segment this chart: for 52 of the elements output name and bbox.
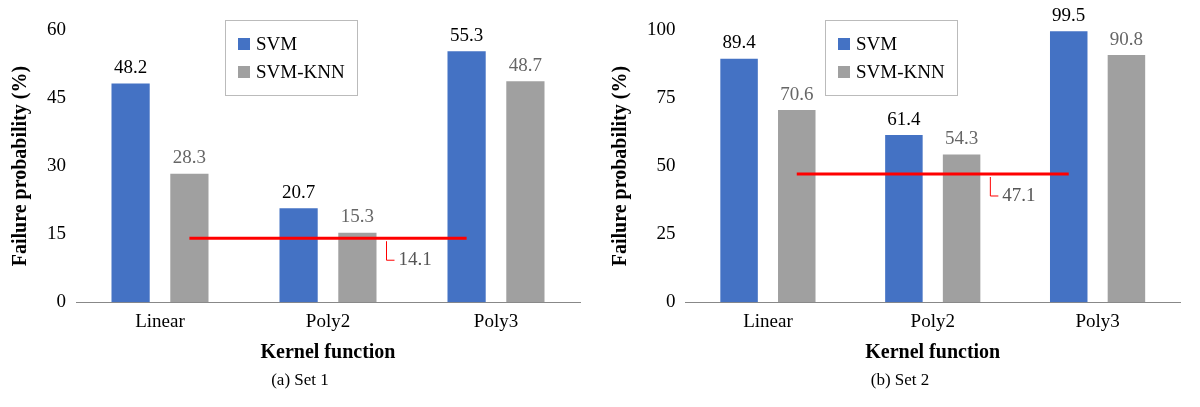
x-tick-label: Linear — [135, 309, 186, 331]
bar — [279, 208, 318, 303]
x-tick-label: Poly2 — [305, 309, 351, 331]
bar — [942, 154, 981, 303]
x-axis-title: Kernel function — [260, 340, 396, 363]
y-axis-title: Failure probability (%) — [608, 65, 632, 267]
legend-label: SVM — [856, 33, 898, 55]
bar — [447, 51, 486, 303]
data-label: 89.4 — [722, 31, 757, 53]
data-label: 48.7 — [508, 53, 543, 75]
legend-label: SVM — [256, 33, 298, 55]
legend-label: 14.1 — [398, 248, 432, 270]
data-label: 28.3 — [172, 146, 207, 168]
data-label: 48.2 — [113, 56, 148, 78]
x-tick-label: Poly3 — [1075, 309, 1120, 331]
y-tick-label: 15 — [47, 222, 66, 244]
data-label: 54.3 — [944, 126, 979, 148]
text: (a) Set 1 — [270, 370, 330, 390]
data-label: 20.7 — [281, 180, 316, 202]
x-axis-title: Kernel function — [865, 340, 1001, 363]
legend-label: SVM-KNN — [256, 61, 345, 83]
x-tick-label: Poly2 — [910, 309, 955, 331]
data-label: 61.4 — [887, 107, 922, 129]
bar — [778, 110, 816, 303]
bar — [1049, 31, 1088, 303]
bar — [885, 135, 923, 303]
y-tick-label: 45 — [47, 86, 66, 108]
y-tick-label: 60 — [47, 17, 66, 39]
y-axis-title: Failure probability (%) — [8, 65, 32, 267]
text: (b) Set 2 — [869, 370, 931, 390]
data-label: 15.3 — [340, 205, 375, 227]
y-tick-label: 100 — [647, 17, 676, 39]
data-label: 99.5 — [1052, 3, 1086, 25]
y-tick-label: 0 — [56, 290, 66, 312]
y-tick-label: 0 — [666, 290, 676, 312]
y-tick-label: 25 — [656, 222, 676, 244]
bar — [338, 232, 377, 303]
x-tick-label: Linear — [743, 309, 794, 331]
legend-label: 47.1 — [1002, 183, 1036, 205]
y-tick-label: 75 — [656, 86, 676, 108]
bar — [1107, 55, 1146, 303]
data-label: 70.6 — [780, 82, 814, 104]
bar — [720, 58, 758, 303]
x-tick-label: Poly3 — [473, 309, 519, 331]
y-tick-label: 30 — [47, 154, 66, 176]
legend-label: SVM-KNN — [856, 61, 945, 83]
bar — [170, 173, 209, 303]
data-label: 55.3 — [449, 23, 484, 45]
bar — [506, 81, 545, 303]
bar — [111, 83, 150, 303]
y-tick-label: 50 — [656, 154, 676, 176]
data-label: 90.8 — [1109, 27, 1144, 49]
